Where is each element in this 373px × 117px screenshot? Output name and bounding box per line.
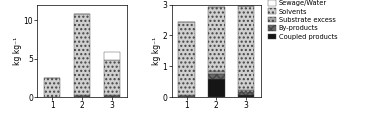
Bar <box>208 74 225 79</box>
Y-axis label: kg kg⁻¹: kg kg⁻¹ <box>13 37 22 65</box>
Bar <box>44 78 60 97</box>
Bar <box>208 7 225 71</box>
Bar <box>178 22 195 95</box>
Bar <box>104 60 120 95</box>
Bar <box>178 95 195 96</box>
Bar <box>74 95 90 96</box>
Bar <box>178 96 195 97</box>
Legend: Sewage/Water, Solvents, Substrate excess, By-products, Coupled products: Sewage/Water, Solvents, Substrate excess… <box>268 0 337 40</box>
Bar <box>238 95 254 97</box>
Bar <box>208 79 225 97</box>
Bar <box>238 6 254 90</box>
Bar <box>238 90 254 92</box>
Bar <box>74 14 90 95</box>
Bar <box>208 71 225 74</box>
Bar <box>74 96 90 97</box>
Y-axis label: kg kg⁻¹: kg kg⁻¹ <box>152 37 161 65</box>
Bar <box>104 96 120 97</box>
Bar <box>104 51 120 60</box>
Bar <box>104 95 120 96</box>
Bar <box>238 92 254 95</box>
